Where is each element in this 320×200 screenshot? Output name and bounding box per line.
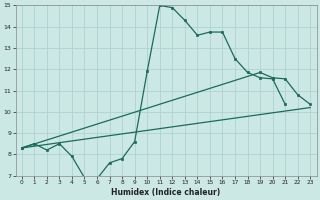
X-axis label: Humidex (Indice chaleur): Humidex (Indice chaleur) <box>111 188 221 197</box>
